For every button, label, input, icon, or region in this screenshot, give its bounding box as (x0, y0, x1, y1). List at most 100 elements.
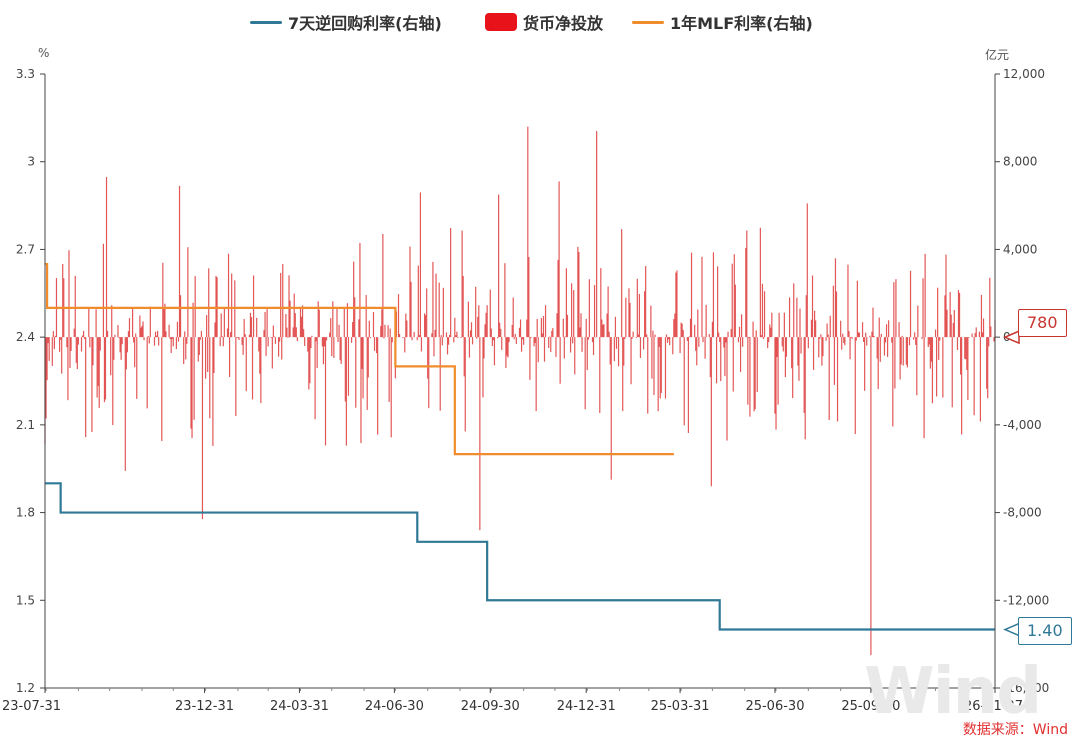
net-injection-bar (420, 337, 423, 352)
net-injection-bar (170, 337, 172, 354)
net-injection-bar (791, 337, 793, 369)
net-injection-bar (344, 337, 346, 402)
net-injection-bar (647, 337, 649, 414)
net-injection-bar (733, 254, 735, 338)
net-injection-bar (81, 335, 84, 338)
net-injection-bar (884, 337, 887, 343)
net-injection-bar (252, 275, 255, 338)
net-injection-bar (274, 337, 277, 344)
watermark: Wind (864, 655, 1042, 729)
net-injection-bar (231, 273, 233, 338)
net-injection-bar (623, 337, 625, 366)
net-injection-bar (376, 337, 378, 354)
net-injection-bar (872, 307, 874, 338)
legend-item-reverse-repo[interactable]: 7天逆回购利率(右轴) (250, 8, 442, 36)
left-axis-unit: % (38, 46, 50, 60)
net-injection-bar (686, 337, 688, 341)
net-injection-bar (709, 337, 711, 378)
net-injection-bar (754, 337, 756, 410)
net-injection-bar (438, 282, 440, 338)
net-injection-bar (719, 337, 721, 343)
net-injection-bar (924, 253, 926, 338)
net-injection-bar (739, 337, 742, 372)
net-injection-bar (608, 331, 610, 338)
net-injection-bar (702, 337, 704, 343)
net-injection-bar (194, 276, 196, 338)
net-injection-bar (726, 337, 728, 441)
net-injection-bar (461, 230, 463, 338)
net-injection-bar (198, 337, 200, 355)
net-injection-bar (69, 337, 71, 369)
left-tick-label: 2.7 (16, 242, 35, 256)
net-injection-bar (482, 337, 484, 398)
net-injection-bar (300, 316, 303, 338)
net-injection-bar (607, 286, 609, 338)
net-injection-bar (491, 337, 493, 346)
net-injection-bar (279, 337, 281, 342)
net-injection-bar (135, 333, 137, 338)
net-injection-bar (964, 337, 966, 359)
net-injection-bar (119, 337, 121, 353)
net-injection-bar (769, 324, 771, 338)
net-injection-bar (402, 337, 404, 338)
net-injection-bar (986, 337, 988, 389)
net-injection-bar (104, 337, 107, 400)
net-injection-bar (475, 286, 477, 338)
net-injection-bar (367, 337, 369, 378)
legend-item-mlf[interactable]: 1年MLF利率(右轴) (632, 8, 813, 36)
net-injection-bar (683, 337, 685, 426)
net-injection-bar (536, 318, 538, 338)
net-injection-bar (82, 330, 85, 338)
net-injection-bar (163, 308, 165, 338)
net-injection-bar (347, 337, 350, 396)
net-injection-bar (124, 337, 126, 471)
net-injection-bar (242, 337, 244, 355)
net-injection-bar (479, 337, 481, 531)
net-injection-bar (141, 325, 143, 338)
net-injection-bar (777, 337, 779, 405)
net-injection-bar (237, 337, 239, 338)
net-injection-bar (504, 263, 506, 338)
net-injection-bar (631, 337, 633, 339)
net-injection-bar (931, 337, 934, 404)
net-injection-bar (652, 330, 654, 338)
net-injection-bar (961, 337, 963, 435)
net-injection-bar (752, 321, 754, 338)
net-injection-bar (586, 337, 588, 371)
net-injection-bar (979, 337, 982, 422)
net-injection-bar (610, 337, 612, 480)
net-injection-bar (784, 337, 786, 378)
net-injection-bar (562, 318, 564, 338)
x-tick-label: 24-12-31 (557, 699, 616, 714)
net-injection-bar (187, 247, 189, 338)
net-injection-bar (585, 318, 587, 338)
net-injection-bar (478, 305, 480, 338)
net-injection-bar (179, 295, 182, 338)
net-injection-bar (732, 337, 734, 392)
net-injection-bar (366, 337, 368, 410)
reverse-repo-latest-callout: 1.40 (1018, 617, 1072, 645)
net-injection-bar (715, 337, 718, 384)
net-injection-bar (731, 263, 733, 338)
net-injection-bar (471, 337, 474, 345)
legend-item-net-injection[interactable]: 货币净投放 (485, 8, 603, 36)
net-injection-bar (460, 337, 462, 338)
net-injection-bar (197, 337, 199, 362)
net-injection-bar (128, 318, 131, 338)
net-injection-bar (77, 337, 79, 345)
net-injection-bar (812, 337, 815, 370)
net-injection-bar (331, 337, 333, 357)
net-injection-bar (748, 337, 750, 338)
net-injection-bar (449, 334, 451, 338)
net-injection-bar (664, 337, 667, 399)
net-injection-bar (832, 285, 834, 338)
net-injection-bar (806, 203, 808, 338)
net-injection-bar (148, 337, 150, 344)
net-injection-bar (613, 337, 615, 362)
net-injection-bar (632, 331, 634, 338)
net-injection-bar (800, 337, 802, 354)
net-injection-bar (317, 301, 319, 338)
net-injection-bar (559, 337, 561, 384)
net-injection-bar (99, 337, 101, 351)
net-injection-bar (815, 320, 817, 338)
